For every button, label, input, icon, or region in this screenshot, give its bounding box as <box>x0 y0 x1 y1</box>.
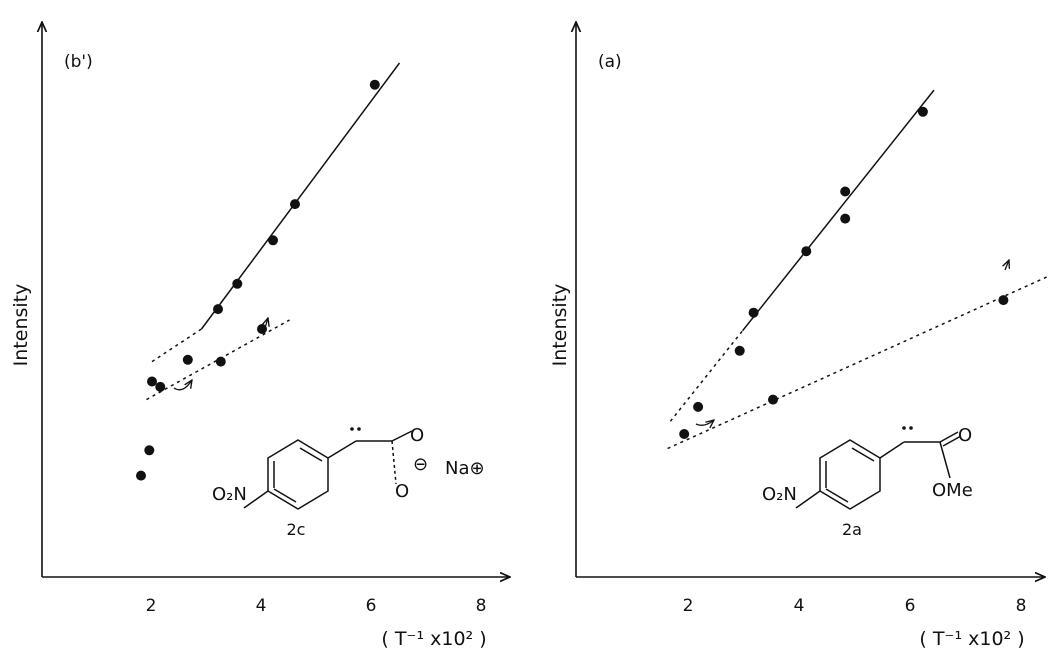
ester-label: OMe <box>932 480 973 501</box>
data-point <box>369 79 380 90</box>
arrow-annotation <box>265 318 268 329</box>
ring-bond <box>273 488 297 503</box>
data-point <box>232 278 243 289</box>
chart-panel-a: (a) Intensity 2 4 6 8 ( T⁻¹ x10² ) <box>549 22 1049 650</box>
benzene-ring <box>267 439 329 510</box>
fit-line-dotted <box>151 328 202 363</box>
data-points <box>136 79 380 481</box>
fit-line-solid <box>741 89 935 332</box>
x-tick-label: 8 <box>476 596 487 616</box>
arrow-annotations <box>173 318 268 391</box>
data-point <box>215 356 226 367</box>
data-point <box>801 246 812 257</box>
bond <box>327 440 357 459</box>
ring-bond <box>825 488 849 503</box>
data-point <box>840 186 851 197</box>
x-tick-label: 4 <box>256 596 267 616</box>
counter-ion-label: Na⊕ <box>445 458 485 479</box>
x-axis-label: ( T⁻¹ x10² ) <box>919 628 1024 650</box>
data-point <box>290 199 300 210</box>
bond <box>942 435 962 447</box>
data-points <box>679 106 1009 439</box>
bond <box>795 490 821 509</box>
data-point <box>998 295 1009 306</box>
x-axis-label: ( T⁻¹ x10² ) <box>381 628 486 650</box>
molecule-structure-2c: O O ⊖ O₂N Na⊕ 2c <box>212 425 485 539</box>
bond <box>939 441 951 479</box>
panel-label: (a) <box>598 52 622 72</box>
fit-lines <box>146 62 401 401</box>
data-point <box>147 376 157 387</box>
substituent-label: O₂N <box>212 484 247 505</box>
compound-caption: 2c <box>287 520 306 539</box>
data-point <box>693 401 704 412</box>
fit-line-solid <box>200 62 401 330</box>
bond <box>391 430 413 442</box>
x-ticks: 2 4 6 8 <box>683 596 1027 616</box>
data-point <box>748 307 759 318</box>
x-tick-label: 2 <box>683 596 694 616</box>
ring-bond <box>851 447 875 462</box>
bond <box>939 431 959 443</box>
x-tick-label: 2 <box>146 596 157 616</box>
x-tick-label: 6 <box>905 596 916 616</box>
data-point <box>155 381 166 392</box>
compound-caption: 2a <box>842 520 862 539</box>
x-tick-label: 8 <box>1016 596 1027 616</box>
fit-lines <box>667 89 1049 450</box>
y-axis-label: Intensity <box>10 284 32 367</box>
arrow-annotations <box>695 260 1009 425</box>
x-tick-label: 4 <box>794 596 805 616</box>
data-point <box>213 304 223 315</box>
panel-label: (b') <box>64 52 93 72</box>
bond <box>391 440 397 485</box>
fit-line-dotted <box>667 275 1049 450</box>
x-tick-label: 6 <box>366 596 377 616</box>
data-point <box>917 106 928 117</box>
data-point <box>182 354 193 365</box>
fit-line-dotted <box>669 330 744 422</box>
data-point <box>734 345 745 356</box>
data-point <box>268 235 278 246</box>
data-point <box>768 394 778 405</box>
x-ticks: 2 4 6 8 <box>146 596 487 616</box>
molecule-structure-2a: O OMe O₂N 2a <box>762 425 973 539</box>
atom-label: O <box>958 425 972 446</box>
data-point <box>679 429 690 439</box>
atom-label: O <box>410 425 424 446</box>
bond <box>879 441 905 459</box>
arrow-annotation <box>1005 260 1009 271</box>
chart-panel-b: (b') Intensity 2 4 6 8 ( T⁻¹ x10² ) <box>10 22 510 650</box>
benzene-ring <box>819 439 881 510</box>
ring-bond <box>299 447 323 462</box>
arrow-annotation <box>173 380 192 391</box>
data-point <box>144 445 155 456</box>
atom-label: O <box>395 481 409 502</box>
y-axis-label: Intensity <box>549 284 571 367</box>
arrow-annotation <box>695 420 714 425</box>
data-point <box>136 470 146 481</box>
data-point <box>840 213 851 224</box>
substituent-label: O₂N <box>762 484 797 505</box>
charge-label: ⊖ <box>413 454 428 475</box>
bond <box>243 490 269 509</box>
